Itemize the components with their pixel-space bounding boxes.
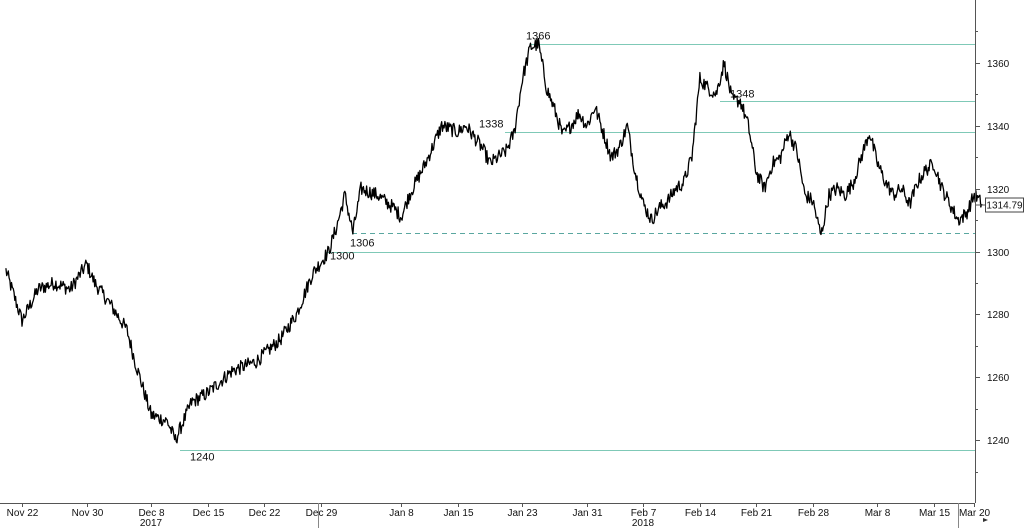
level-lines (180, 44, 975, 451)
level-label-1240: 1240 (190, 452, 214, 464)
x-tick-label: Mar 20 (959, 508, 991, 519)
level-label-1338: 1338 (479, 119, 503, 131)
y-tick-label-1260: 1260 (987, 373, 1010, 384)
x-tick-label: Dec 29 (306, 508, 338, 519)
x-tick-label: Dec 8 (138, 508, 165, 519)
y-tick-label-1240: 1240 (987, 436, 1010, 447)
x-tick-label: Feb 21 (741, 508, 773, 519)
level-label-1366: 1366 (526, 31, 550, 43)
y-tick-label-1360: 1360 (987, 59, 1010, 70)
level-label-1300: 1300 (330, 251, 354, 263)
price-series (5, 37, 983, 444)
x-tick-label: Nov 30 (72, 508, 104, 519)
x-tick-label: Dec 22 (249, 508, 281, 519)
x-axis-ticks: Nov 22 Nov 30 Dec 8 Dec 15 Dec 22 Dec 29 Jan 8… (7, 503, 991, 528)
axes (0, 0, 988, 522)
x-tick-label: Mar 15 (919, 508, 951, 519)
y-tick-label-1300: 1300 (987, 248, 1010, 259)
y-tick-label-1340: 1340 (987, 122, 1010, 133)
year-label-2018: 2018 (632, 518, 655, 528)
last-price-marker: 1314.79 (975, 197, 1024, 213)
y-tick-label-1320: 1320 (987, 185, 1010, 196)
x-tick-label: Feb 7 (631, 508, 657, 519)
level-label-1348: 1348 (730, 89, 754, 101)
x-tick-label: Nov 22 (7, 508, 39, 519)
x-tick-label: Jan 8 (389, 508, 414, 519)
x-axis-arrow-icon (983, 518, 988, 522)
x-tick-label: Dec 15 (193, 508, 225, 519)
level-label-1306: 1306 (350, 238, 374, 250)
year-label-2017: 2017 (140, 518, 163, 528)
y-axis-ticks: 1240 1260 1280 1300 1320 1340 1360 (975, 31, 1010, 473)
x-tick-label: Mar 8 (865, 508, 891, 519)
x-tick-label: Feb 28 (798, 508, 830, 519)
price-line (5, 37, 983, 444)
x-tick-label: Jan 31 (572, 508, 602, 519)
x-tick-label: Feb 14 (685, 508, 717, 519)
y-tick-label-1280: 1280 (987, 310, 1010, 321)
x-tick-label: Jan 23 (507, 508, 537, 519)
x-tick-label: Jan 15 (443, 508, 473, 519)
last-price-label: 1314.79 (986, 201, 1023, 212)
